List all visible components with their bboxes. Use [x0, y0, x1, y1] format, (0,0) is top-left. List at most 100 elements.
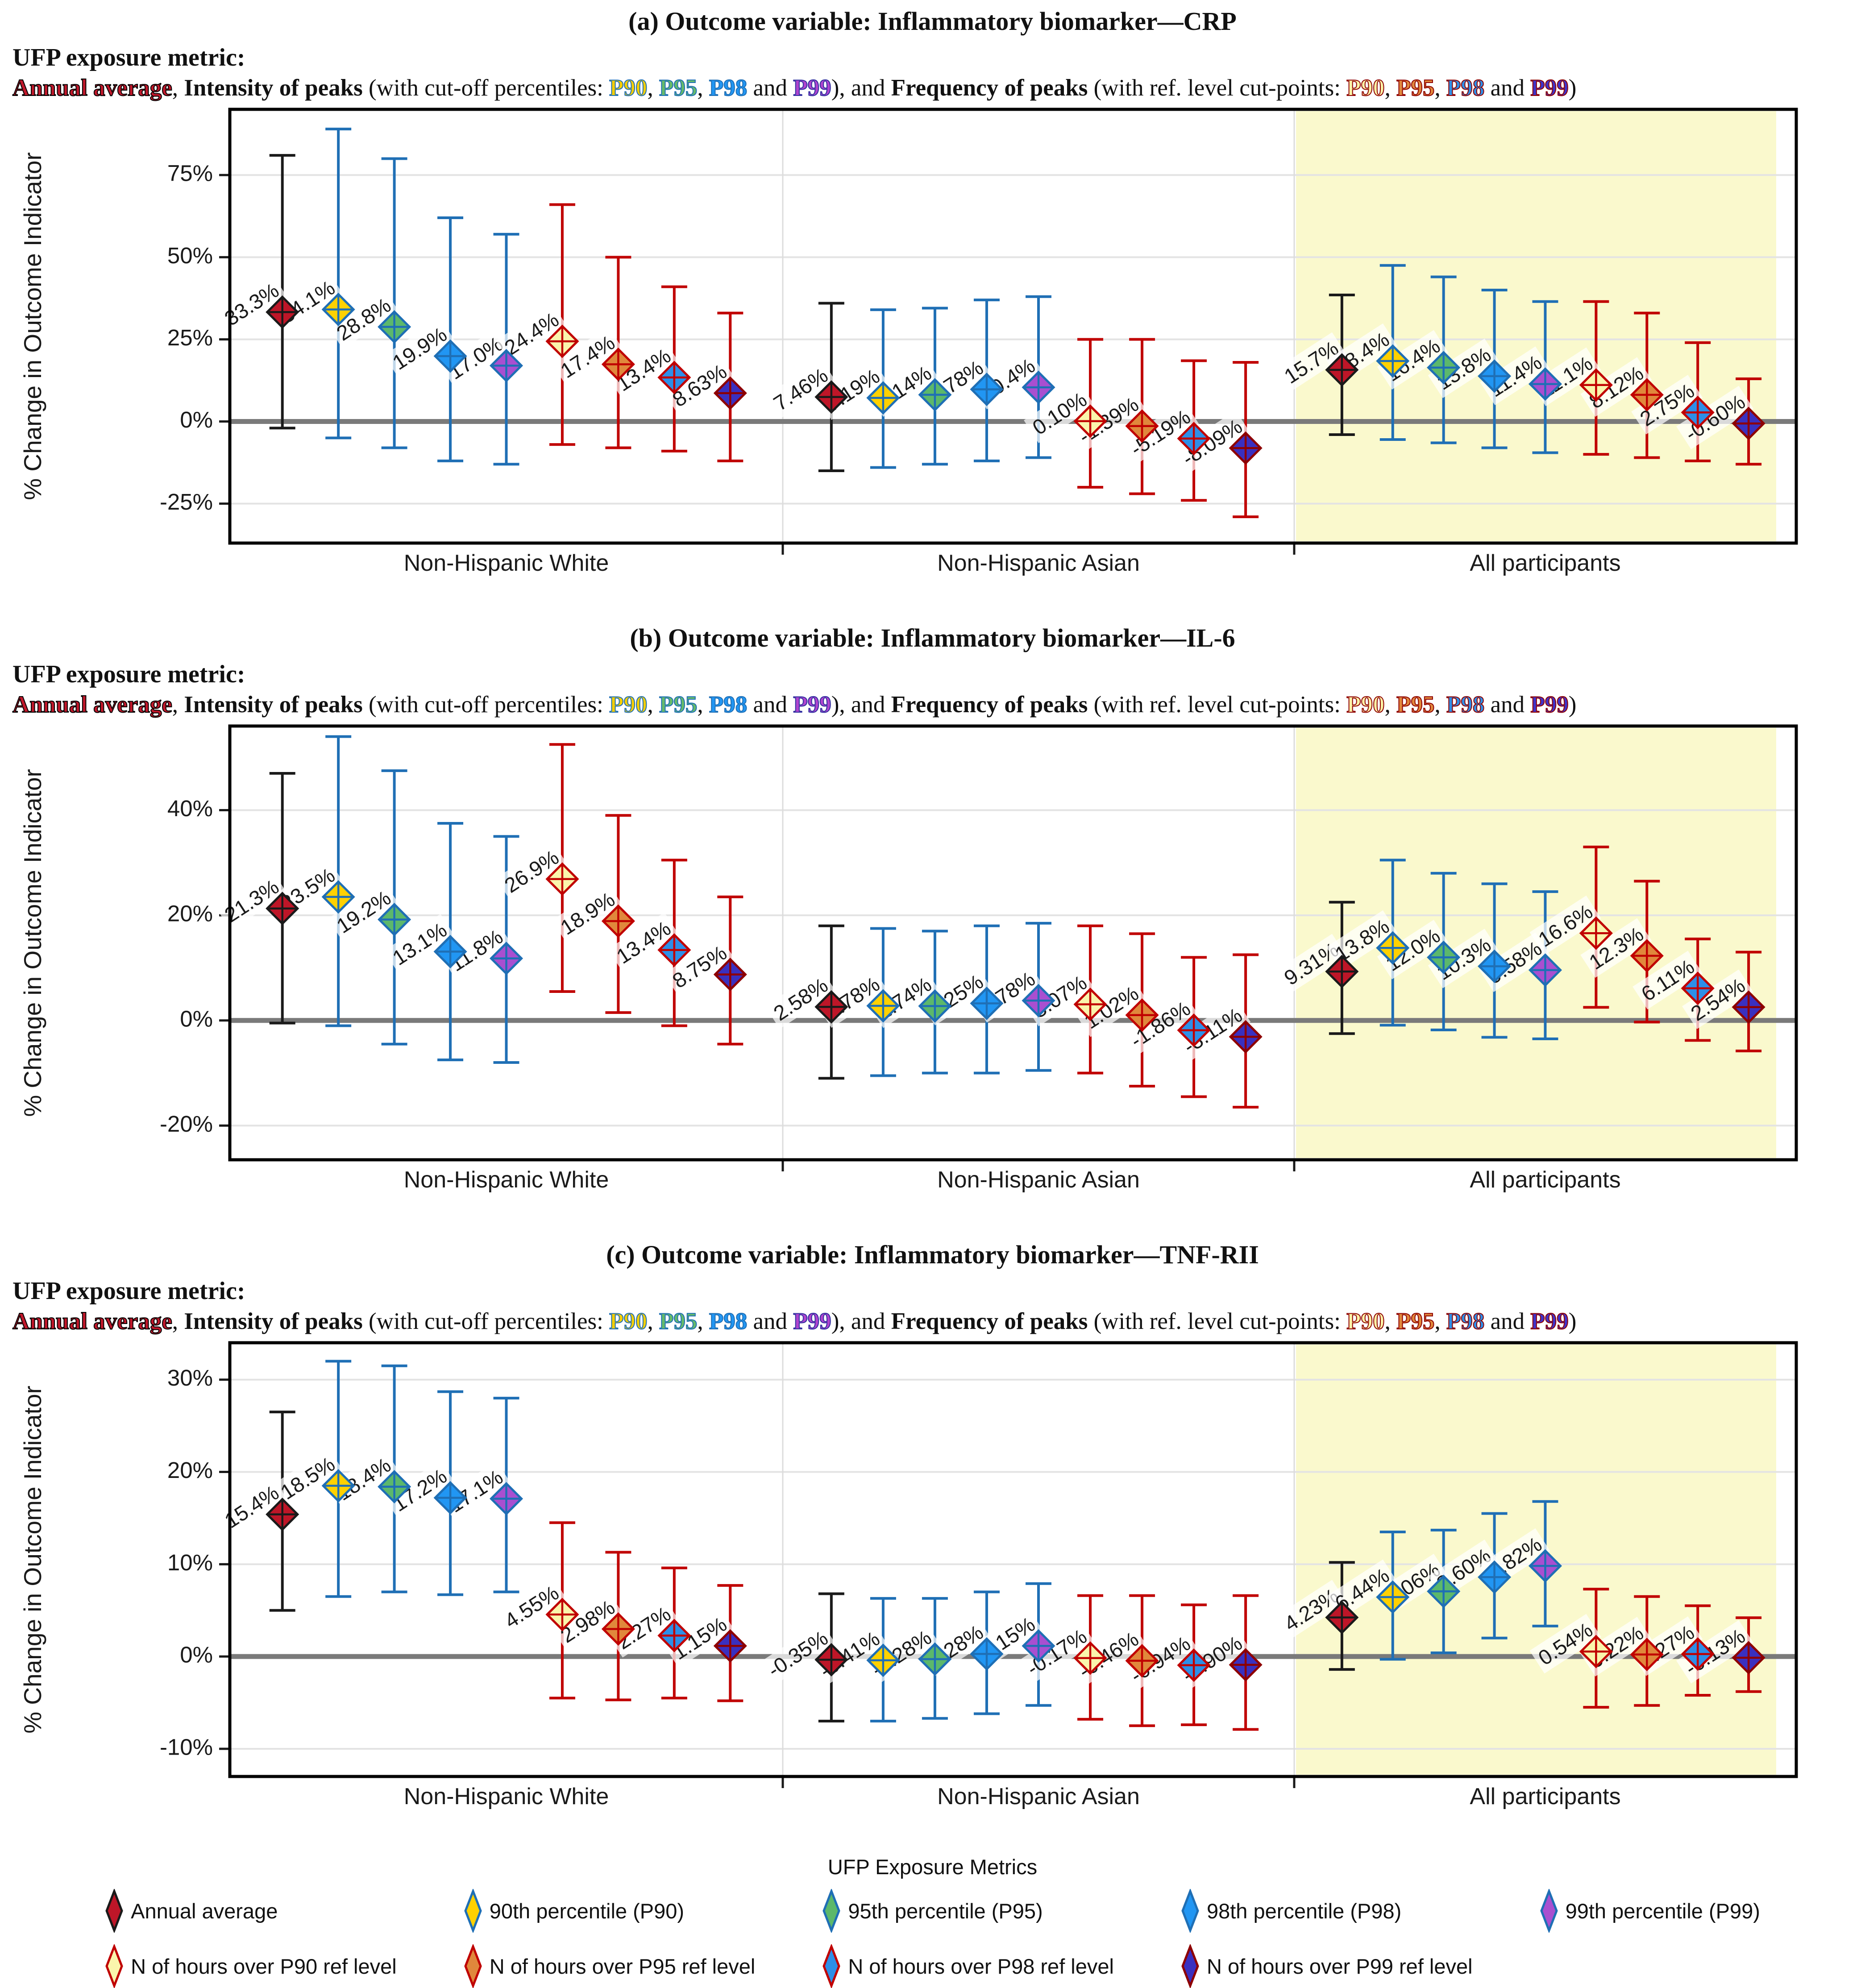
- subtitle-term-p99i: P99: [793, 691, 831, 718]
- subtitle-text: ,: [1434, 75, 1446, 101]
- data-point-marker: [814, 1643, 848, 1677]
- chart-crp: -25% 0% 25% 50% 75% % Change in Outcome Indic…: [19, 108, 1798, 576]
- subtitle-text: (with ref. level cut-points:: [1088, 75, 1347, 101]
- y-tick-label: 75%: [167, 161, 213, 186]
- subtitle-term-p90i: P90: [609, 691, 648, 718]
- subtitle-term-p98i: P98: [709, 75, 748, 101]
- y-tick-label: -20%: [160, 1111, 213, 1137]
- data-point-marker: [970, 1637, 1004, 1671]
- data-point-marker: [1177, 1013, 1211, 1047]
- subtitle-term-p99f: P99: [1530, 1308, 1569, 1335]
- data-point-marker: [1732, 407, 1765, 440]
- data-point-marker: [1022, 1629, 1055, 1663]
- error-bar: [325, 128, 352, 440]
- data-point-marker: [1125, 409, 1159, 443]
- legend-item: N of hours over P98 ref level: [822, 1944, 1114, 1988]
- x-axis-group-label: All participants: [1470, 550, 1620, 576]
- legend-item-label: N of hours over P98 ref level: [848, 1954, 1114, 1978]
- panel-title-crp: (a) Outcome variable: Inflammatory bioma…: [628, 7, 1237, 36]
- y-tick-label: 0%: [180, 407, 213, 432]
- plot-border: [228, 108, 1798, 545]
- subtitle-term-p95f: P95: [1396, 1308, 1435, 1335]
- figure-page: { "figure": { "exposure_heading": "UFP e…: [0, 6, 1865, 1988]
- data-point-marker: [266, 1498, 299, 1531]
- y-tick-label: 40%: [167, 796, 213, 821]
- subtitle-text: (with ref. level cut-points:: [1088, 1308, 1347, 1334]
- data-point-marker: [545, 1598, 579, 1631]
- data-point-marker: [1125, 998, 1159, 1032]
- subtitle-text: (with cut-off percentiles:: [362, 1308, 610, 1334]
- legend-diamond-icon: [105, 1889, 123, 1933]
- subtitle-text: ): [1568, 692, 1577, 718]
- subtitle-term-p98i: P98: [709, 691, 748, 718]
- y-axis-title: % Change in Outcome Indicator: [19, 769, 46, 1117]
- x-axis-group-label: Non-Hispanic White: [404, 550, 609, 576]
- chart-il6: -20% 0% 20% 40% % Change in Outcome Indicato…: [19, 724, 1798, 1193]
- highlight-band-all-participants: [1296, 111, 1776, 541]
- panel-title-il6: (b) Outcome variable: Inflammatory bioma…: [630, 623, 1235, 652]
- data-point-marker: [321, 1469, 355, 1503]
- legend-diamond-icon: [822, 1889, 841, 1933]
- data-point-marker: [918, 989, 952, 1023]
- subtitle-term-p90f: P90: [1346, 691, 1385, 718]
- subtitle-text: ,: [172, 75, 184, 101]
- subtitle-text: ), and: [831, 75, 891, 101]
- subtitle-term-p99i: P99: [793, 1308, 831, 1335]
- data-point-marker: [713, 958, 747, 992]
- subtitle-term-bold: Intensity of peaks: [184, 75, 363, 101]
- data-point-marker: [713, 376, 747, 410]
- data-point-marker: [1732, 990, 1765, 1024]
- data-point-marker: [1579, 368, 1613, 402]
- subtitle-term-p98f: P98: [1446, 691, 1485, 718]
- exposure-metric-heading: UFP exposure metric:: [12, 44, 245, 71]
- y-tick-label: -25%: [160, 489, 213, 515]
- subtitle-text: ,: [1434, 1308, 1446, 1334]
- data-point-marker: [1681, 1637, 1715, 1671]
- data-point-marker: [433, 339, 467, 373]
- data-point-marker: [1325, 353, 1359, 387]
- data-point-marker: [713, 1629, 747, 1663]
- error-bar: [381, 157, 407, 449]
- data-point-marker: [1630, 939, 1664, 973]
- legend-diamond-icon: [464, 1889, 482, 1933]
- subtitle-text: ,: [697, 75, 709, 101]
- subtitle-term-p98f: P98: [1446, 75, 1485, 101]
- data-point-marker: [433, 1481, 467, 1515]
- subtitle-text: (with cut-off percentiles:: [362, 75, 610, 101]
- chart-tnfrii: -10% 0% 10% 20% 30% % Change in Outcome Indic…: [19, 1341, 1798, 1810]
- data-point-marker: [657, 361, 691, 394]
- exposure-metric-heading: UFP exposure metric:: [12, 1277, 245, 1305]
- subtitle-term-bold: Intensity of peaks: [184, 1308, 363, 1334]
- subtitle-text: ,: [1384, 692, 1397, 718]
- data-point-marker: [1427, 1574, 1461, 1608]
- subtitle-text: ,: [1384, 75, 1397, 101]
- subtitle-term-p90f: P90: [1346, 75, 1385, 101]
- subtitle-term-p95i: P95: [659, 75, 698, 101]
- data-point-marker: [489, 1482, 523, 1516]
- legend-diamond-icon: [822, 1944, 841, 1988]
- data-point-marker: [321, 880, 355, 914]
- data-point-marker: [601, 347, 635, 381]
- data-point-marker: [1478, 359, 1512, 393]
- data-point-marker: [657, 1619, 691, 1652]
- legend-item: N of hours over P95 ref level: [464, 1944, 755, 1988]
- data-point-marker: [1630, 1638, 1664, 1672]
- data-point-marker: [1125, 1644, 1159, 1678]
- subtitle-text: and: [1484, 75, 1531, 101]
- subtitle-text: and: [1484, 1308, 1531, 1334]
- subtitle-term-p98i: P98: [709, 1308, 748, 1335]
- subtitle-text: ,: [647, 692, 660, 718]
- y-tick-label: -10%: [160, 1734, 213, 1760]
- data-point-marker: [1177, 1648, 1211, 1682]
- subtitle-term-bold: Frequency of peaks: [891, 692, 1088, 718]
- subtitle-term-p90i: P90: [609, 75, 648, 101]
- subtitle-text: and: [1484, 692, 1531, 718]
- data-point-marker: [1229, 431, 1263, 465]
- exposure-metric-line: Annual average, Intensity of peaks (with…: [12, 691, 1865, 718]
- y-tick-label: 20%: [167, 901, 213, 926]
- data-point-marker: [918, 1642, 952, 1676]
- legend: UFP Exposure Metrics Annual average 90th …: [0, 1855, 1865, 1988]
- panel-il6: (b) Outcome variable: Inflammatory bioma…: [0, 623, 1865, 1233]
- subtitle-term-bold: Frequency of peaks: [891, 75, 1088, 101]
- data-point-marker: [1478, 949, 1512, 983]
